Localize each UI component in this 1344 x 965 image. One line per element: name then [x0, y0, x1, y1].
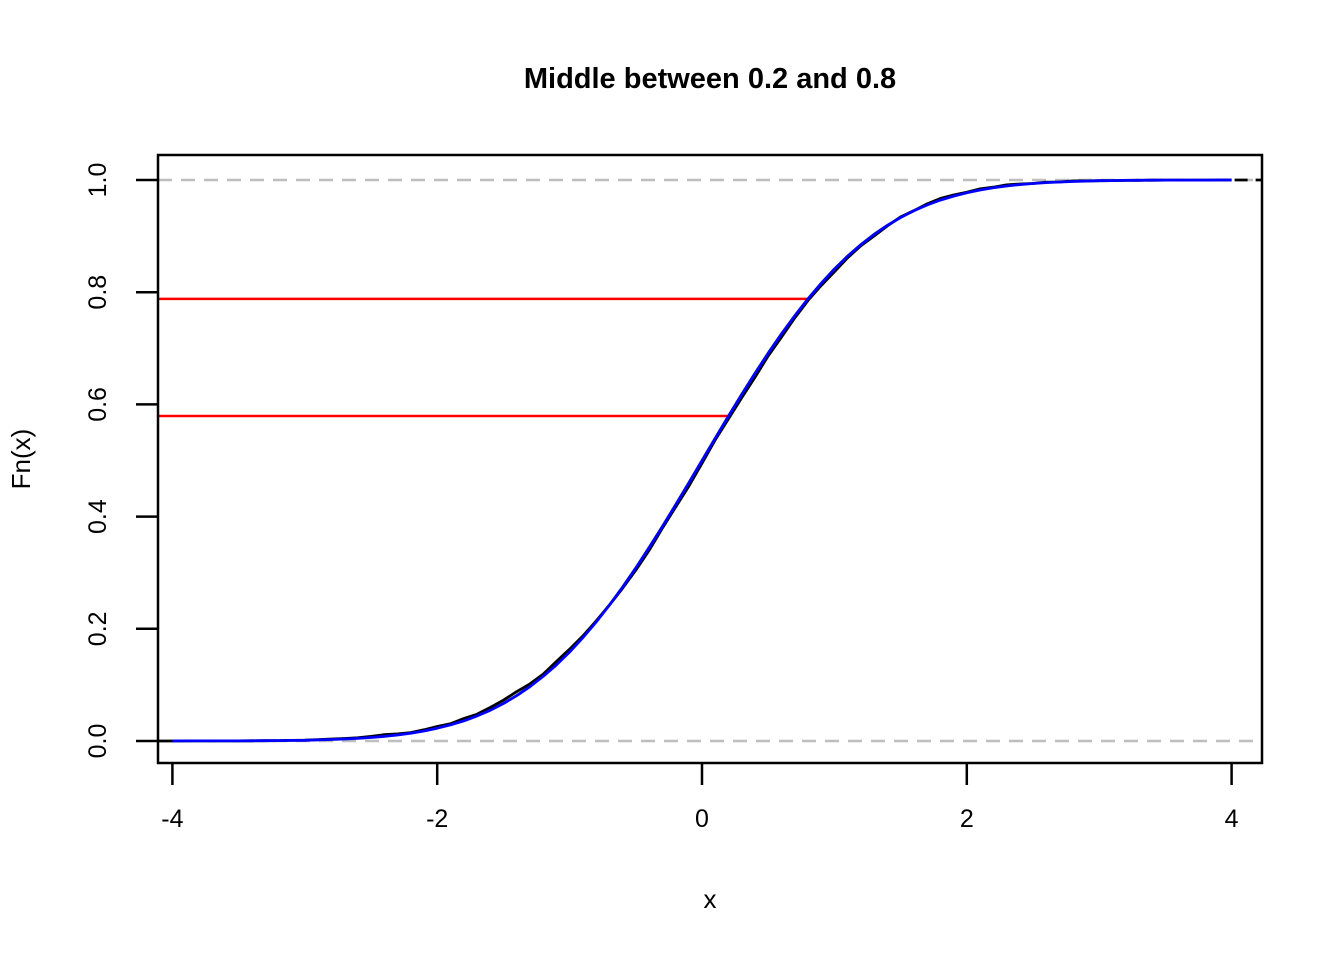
x-tick-label: -2: [426, 805, 448, 833]
plot-box: [156, 153, 1264, 765]
y-tick-label: 0.6: [84, 387, 112, 422]
plot-layers: -4 -2 0 2 4 0.0 0.2 0.4 0.6 0.8 1.0: [84, 153, 1264, 833]
ecdf-curve: [158, 178, 1232, 743]
y-tick-label: 0.4: [84, 499, 112, 534]
y-tick-label: 0.0: [84, 724, 112, 759]
y-tick-label: 0.2: [84, 611, 112, 646]
x-tick-label: 4: [1225, 805, 1239, 833]
y-tick-label: 0.8: [84, 275, 112, 310]
x-tick-label: -4: [161, 805, 183, 833]
normal-cdf-curve: [172, 178, 1232, 743]
x-tick-label: 2: [960, 805, 974, 833]
x-tick-label: 0: [695, 805, 709, 833]
y-axis-label: Fn(x): [6, 429, 36, 490]
plot-title: Middle between 0.2 and 0.8: [524, 63, 896, 95]
x-axis-label: x: [704, 884, 717, 914]
y-tick-label: 1.0: [84, 163, 112, 198]
